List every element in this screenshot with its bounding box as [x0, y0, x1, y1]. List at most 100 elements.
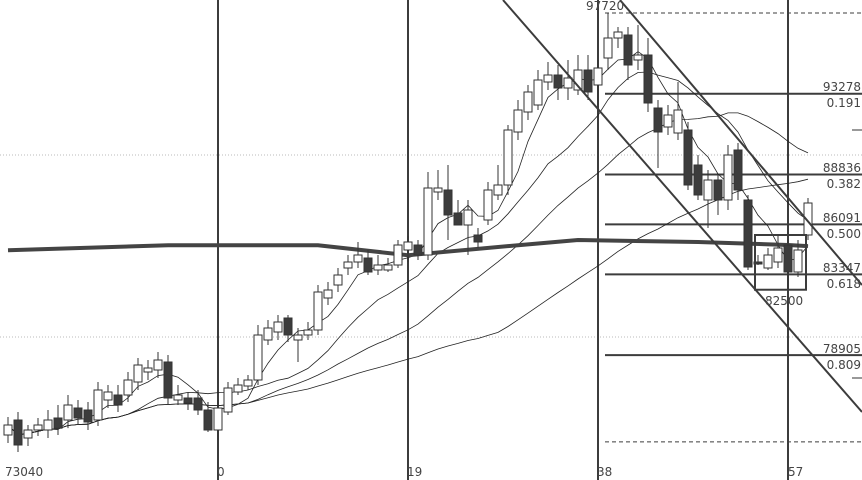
candle-up [33, 424, 43, 431]
candle-down [443, 189, 453, 216]
fib-price-label: 93278 [823, 80, 861, 94]
candle-up [143, 367, 153, 373]
candle-up [493, 184, 503, 196]
fib-price-label: 78905 [823, 342, 861, 356]
candle-up [123, 379, 133, 396]
fib-price-label: 86091 [823, 211, 861, 225]
candle-down [473, 234, 483, 243]
candle-up [133, 364, 143, 383]
candle-up [333, 274, 343, 286]
candle-up [383, 264, 393, 271]
candle-up [243, 379, 253, 387]
candle-up [303, 329, 313, 336]
candle-down [413, 244, 423, 256]
fib-ratio-label: 0.618 [827, 277, 861, 291]
fib-ratio-label: 0.809 [827, 358, 861, 372]
moving-average-50 [7, 178, 809, 436]
candle-down [623, 34, 633, 66]
candle-down [733, 149, 743, 191]
candle-up [483, 189, 493, 221]
candle-down [203, 409, 213, 431]
candle-up [723, 154, 733, 201]
x-tick-label: 19 [407, 465, 422, 479]
candle-up [173, 394, 183, 401]
x-tick-label: 57 [788, 465, 803, 479]
candle-down [553, 74, 563, 89]
candle-up [603, 37, 613, 59]
candle-up [253, 334, 263, 381]
candle-up [563, 77, 573, 89]
candle-up [393, 244, 403, 266]
candle-down [713, 179, 723, 201]
long-moving-average [7, 237, 809, 258]
candle-down [73, 407, 83, 419]
candles [3, 13, 813, 452]
candle-up [803, 202, 813, 236]
candle-down [83, 409, 93, 423]
channel-line [619, 0, 862, 286]
candle-up [213, 407, 223, 431]
candle-up [323, 289, 333, 299]
low-box-label: 82500 [765, 294, 803, 308]
fib-ratio-label: 0.191 [827, 96, 861, 110]
candle-down [363, 257, 373, 273]
x-axis-labels: 73040 0 19 38 57 [5, 465, 803, 479]
candle-up [343, 261, 353, 269]
candle-up [43, 419, 53, 431]
candle-up [533, 79, 543, 106]
candle-up [503, 129, 513, 186]
candle-down [783, 244, 793, 273]
candle-down [183, 397, 193, 404]
candle-up [423, 187, 433, 256]
fib-ratio-label: 0.500 [827, 227, 861, 241]
candle-up [463, 209, 473, 226]
x-tick-label: 0 [217, 465, 225, 479]
fib-price-label: 88836 [823, 161, 861, 175]
candle-up [513, 109, 523, 133]
low-box [754, 234, 807, 291]
candle-up [593, 67, 603, 86]
candle-up [273, 321, 283, 333]
channel-line [502, 0, 862, 413]
candle-down [453, 212, 463, 226]
candle-down [53, 417, 63, 429]
candle-down [643, 54, 653, 104]
fib-ratio-label: 0.382 [827, 177, 861, 191]
candle-down [193, 397, 203, 411]
candle-up [673, 109, 683, 134]
candle-down [653, 107, 663, 133]
x-tick-label: 38 [597, 465, 612, 479]
candle-up [373, 264, 383, 271]
candle-up [613, 31, 623, 39]
candle-down [113, 394, 123, 406]
candle-up [223, 387, 233, 413]
candle-down [163, 361, 173, 399]
candle-up [153, 359, 163, 371]
candle-up [103, 391, 113, 401]
candle-up [263, 327, 273, 341]
candle-up [773, 247, 783, 263]
candle-down [283, 317, 293, 336]
candle-up [403, 241, 413, 251]
candle-down [683, 129, 693, 186]
candle-up [543, 74, 553, 83]
low-box-rect [754, 234, 807, 291]
candle-up [633, 54, 643, 61]
candle-up [3, 424, 13, 436]
candle-down [583, 69, 593, 93]
candle-up [703, 179, 713, 201]
channel-lines [502, 0, 862, 413]
candle-down [13, 419, 23, 446]
moving-average-13 [7, 71, 809, 436]
candle-up [233, 384, 243, 393]
candle-down [743, 199, 753, 268]
candle-up [63, 404, 73, 421]
candle-up [313, 291, 323, 331]
candle-up [663, 114, 673, 128]
fibonacci-labels: 93278 0.191 88836 0.382 86091 0.500 8334… [823, 80, 861, 372]
period-separators [217, 0, 789, 480]
candle-down [693, 164, 703, 196]
candle-up [793, 249, 803, 273]
candle-up [523, 91, 533, 113]
candle-up [763, 254, 773, 269]
